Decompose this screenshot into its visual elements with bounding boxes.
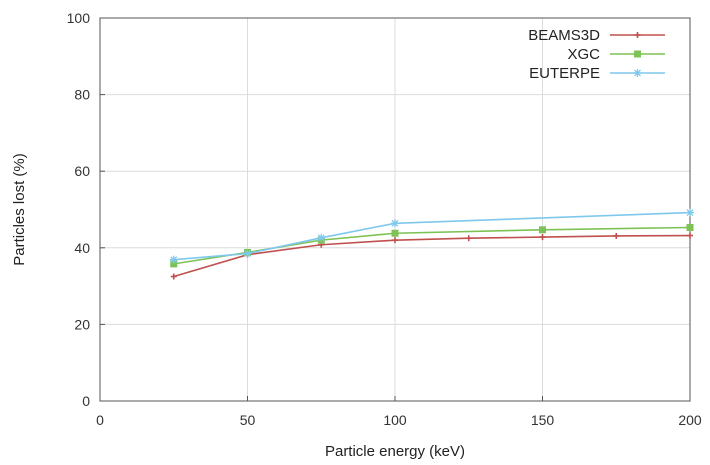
x-axis-label: Particle energy (keV)	[325, 443, 465, 460]
data-point-euterpe	[686, 208, 694, 217]
data-point-beams3d	[613, 232, 620, 239]
data-point-euterpe	[169, 255, 178, 264]
legend-label-beams3d: BEAMS3D	[528, 27, 600, 44]
data-point-beams3d	[392, 237, 398, 244]
data-point-beams3d	[539, 234, 546, 241]
x-tick-label: 100	[383, 412, 407, 428]
data-point-euterpe	[317, 233, 326, 242]
y-tick-label: 60	[74, 163, 90, 179]
data-point-xgc	[539, 226, 546, 234]
series-layer	[169, 208, 694, 280]
x-tick-label: 200	[678, 412, 702, 428]
legend: BEAMS3D XGC EUTERPE	[528, 27, 665, 82]
y-tick-label: 40	[74, 240, 90, 256]
legend-label-xgc: XGC	[567, 46, 600, 63]
data-point-beams3d	[687, 232, 693, 239]
axis-ticks: 0 50 100 150 200 0 20 40 60 80 100	[67, 10, 702, 428]
legend-marker-euterpe	[633, 69, 642, 77]
data-point-xgc	[686, 224, 694, 232]
x-tick-label: 150	[531, 412, 555, 428]
data-point-beams3d	[170, 273, 177, 280]
x-tick-label: 0	[96, 412, 104, 428]
legend-marker-beams3d	[634, 32, 641, 38]
x-tick-label: 50	[240, 412, 256, 428]
y-axis-label: Particles lost (%)	[11, 153, 28, 266]
legend-marker-xgc	[634, 50, 641, 58]
data-point-xgc	[391, 229, 399, 237]
data-point-euterpe	[391, 219, 399, 228]
y-tick-label: 80	[74, 87, 90, 103]
y-tick-label: 100	[67, 10, 91, 26]
data-point-euterpe	[243, 249, 252, 258]
y-tick-label: 0	[82, 393, 90, 409]
series-line-beams3d	[173, 234, 691, 278]
legend-label-euterpe: EUTERPE	[529, 65, 600, 82]
y-tick-label: 20	[74, 316, 90, 332]
data-point-beams3d	[465, 235, 472, 242]
